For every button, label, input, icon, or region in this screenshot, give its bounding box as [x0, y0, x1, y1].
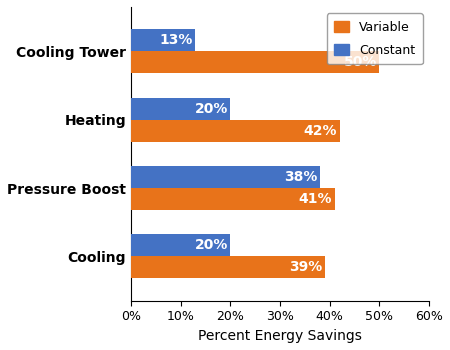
Text: 20%: 20% — [194, 102, 228, 116]
Text: 38%: 38% — [284, 170, 317, 184]
Bar — [131, 98, 230, 120]
Bar — [131, 234, 230, 256]
Text: 50%: 50% — [343, 55, 377, 69]
Bar — [131, 256, 325, 278]
Bar — [131, 188, 335, 210]
Text: 39%: 39% — [289, 260, 322, 274]
Bar — [131, 120, 340, 141]
X-axis label: Percent Energy Savings: Percent Energy Savings — [198, 329, 362, 343]
Bar — [131, 29, 195, 51]
Legend: Variable, Constant: Variable, Constant — [327, 13, 423, 64]
Bar — [131, 51, 379, 73]
Text: 20%: 20% — [194, 238, 228, 252]
Text: 13%: 13% — [160, 34, 193, 48]
Text: 41%: 41% — [299, 192, 332, 206]
Bar — [131, 166, 320, 188]
Text: 42%: 42% — [304, 124, 337, 138]
